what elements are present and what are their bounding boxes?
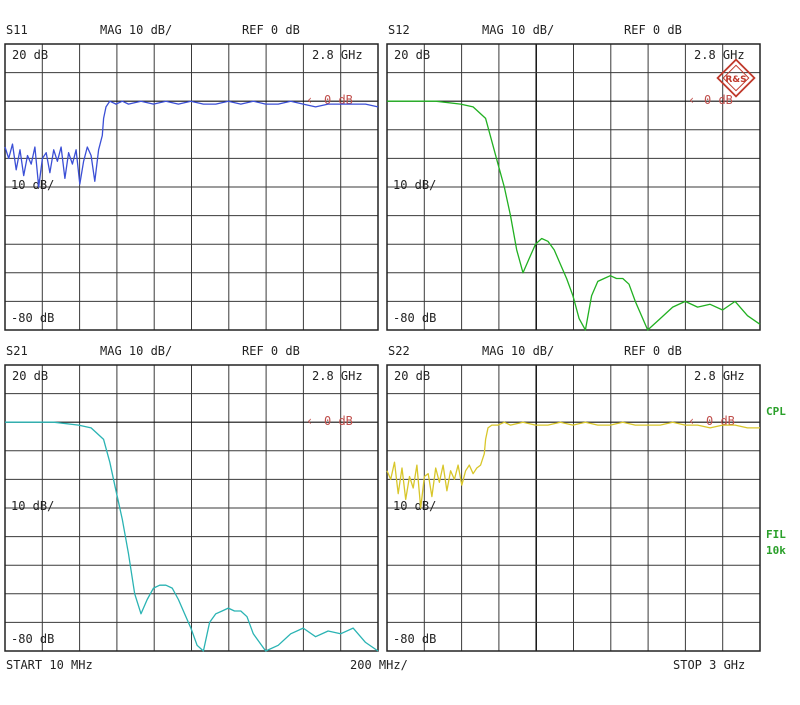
bottom-level-label: -80 dB — [393, 632, 436, 646]
ref-label: REF 0 dB — [624, 344, 682, 358]
ref-position-marker: ‹ — [688, 414, 695, 428]
panel-title: S22 — [388, 344, 410, 358]
start-frequency-label: START 10 MHz — [6, 658, 93, 672]
bottom-level-label: -80 dB — [11, 311, 54, 325]
panel-title: S11 — [6, 23, 28, 37]
ref-label: REF 0 dB — [242, 344, 300, 358]
plot-frame — [4, 364, 379, 652]
logo-text: R&S — [725, 75, 746, 85]
bottom-level-label: -80 dB — [393, 311, 436, 325]
ref-marker-label: 0 dB — [324, 93, 353, 107]
scale-div-label: 10 dB/ — [11, 178, 54, 192]
top-level-label: 20 dB — [12, 48, 48, 62]
scale-label: MAG 10 dB/ — [100, 344, 172, 358]
scale-label: MAG 10 dB/ — [482, 23, 554, 37]
marker-freq-label: 2.8 GHz — [694, 369, 745, 383]
scale-div-label: 10 dB/ — [393, 178, 436, 192]
ref-marker-label: 0 dB — [704, 93, 733, 107]
top-level-label: 20 dB — [394, 48, 430, 62]
trace-line-s11 — [4, 100, 379, 188]
cpl-label: CPL — [766, 405, 786, 418]
marker-freq-label: 2.8 GHz — [312, 48, 363, 62]
span-per-div-label: 200 MHz/ — [350, 658, 408, 672]
plot-frame — [386, 43, 761, 331]
scale-div-label: 10 dB/ — [11, 499, 54, 513]
scale-label: MAG 10 dB/ — [482, 344, 554, 358]
s22-trace-group — [386, 421, 760, 509]
logo-diamond-outer — [716, 58, 756, 98]
top-level-label: 20 dB — [12, 369, 48, 383]
ref-position-marker: ‹ — [688, 93, 695, 107]
ref-label: REF 0 dB — [624, 23, 682, 37]
plot-grid — [386, 43, 761, 331]
stop-frequency-label: STOP 3 GHz — [673, 658, 745, 672]
trace-line-s12 — [387, 100, 761, 331]
s21-trace-group — [5, 421, 379, 652]
ref-position-marker: ‹ — [306, 93, 313, 107]
panel-title: S12 — [388, 23, 410, 37]
ref-position-marker: ‹ — [306, 414, 313, 428]
trace-line-s21 — [5, 421, 379, 652]
bottom-level-label: -80 dB — [11, 632, 54, 646]
bandwidth-label: 10k — [766, 544, 786, 557]
rs-logo: R&S — [716, 58, 756, 98]
scale-label: MAG 10 dB/ — [100, 23, 172, 37]
plot-frame — [4, 43, 379, 331]
panel-s22: S22 MAG 10 dB/ REF 0 dB 20 dB 2.8 GHz ‹ … — [386, 344, 761, 652]
plot-grid — [386, 364, 761, 652]
s12-trace-group — [387, 100, 761, 331]
trace-line-s22 — [386, 421, 760, 509]
plot-frame — [386, 364, 761, 652]
ref-marker-label: 0 dB — [324, 414, 353, 428]
panel-s11: S11 MAG 10 dB/ REF 0 dB 20 dB 2.8 GHz ‹ … — [4, 23, 379, 331]
panel-s21: S21 MAG 10 dB/ REF 0 dB 20 dB 2.8 GHz ‹ … — [4, 344, 379, 652]
plot-grid — [4, 43, 379, 331]
marker-freq-label: 2.8 GHz — [312, 369, 363, 383]
scale-div-label: 10 dB/ — [393, 499, 436, 513]
s11-trace-group — [4, 100, 379, 188]
logo-diamond-inner — [722, 64, 750, 92]
panel-title: S21 — [6, 344, 28, 358]
plot-grid — [4, 364, 379, 652]
fil-label: FIL — [766, 528, 786, 541]
top-level-label: 20 dB — [394, 369, 430, 383]
marker-freq-label: 2.8 GHz — [694, 48, 745, 62]
panel-s12: S12 MAG 10 dB/ REF 0 dB 20 dB 2.8 GHz ‹ … — [386, 23, 761, 331]
ref-label: REF 0 dB — [242, 23, 300, 37]
